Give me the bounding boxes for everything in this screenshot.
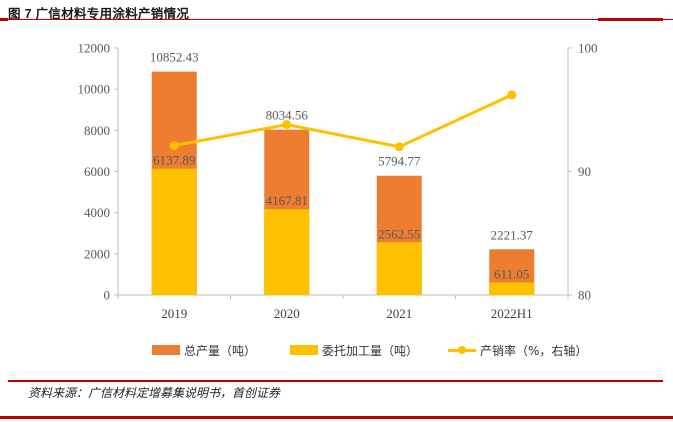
- legend-swatch-outsourced: [290, 345, 318, 355]
- legend: 总产量（吨） 委托加工量（吨） 产销率（%，右轴）: [0, 340, 673, 360]
- legend-item-outsourced: 委托加工量（吨）: [290, 340, 418, 360]
- y-left-tick-label: 6000: [84, 164, 110, 179]
- y-left-tick-label: 4000: [84, 205, 110, 220]
- point-sales-rate: [394, 142, 404, 152]
- y-right-tick-label: 80: [578, 288, 591, 303]
- data-label-total-output: 2221.37: [491, 227, 534, 242]
- figure-title: 图 7 广信材料专用涂料产销情况: [8, 7, 190, 21]
- data-label-outsourced: 6137.89: [153, 153, 195, 168]
- title-rule-right-accent: [598, 18, 663, 21]
- legend-label-sales-rate: 产销率（%，右轴）: [480, 343, 588, 358]
- x-tick-label: 2021: [386, 306, 412, 321]
- source-note: 资料来源：广信材料定增募集说明书，首创证券: [28, 386, 281, 400]
- title-rule: [0, 19, 673, 20]
- data-label-outsourced: 611.05: [494, 266, 529, 281]
- chart-area: 0 2000 4000 6000 8000 10000 12000 80 90 100 2019 20…: [78, 41, 598, 322]
- x-tick-label: 2020: [274, 306, 300, 321]
- bar-outsourced: [489, 282, 535, 295]
- data-label-outsourced: 2562.55: [378, 226, 420, 241]
- figure-header: 图 7 广信材料专用涂料产销情况: [0, 0, 673, 22]
- y-left-tick-label: 2000: [84, 246, 110, 261]
- data-label-total-output: 10852.43: [150, 50, 199, 65]
- x-tick-label: 2019: [161, 306, 187, 321]
- legend-swatch-sales-rate: [448, 345, 476, 355]
- y-left-tick-label: 10000: [78, 82, 111, 97]
- point-sales-rate: [169, 141, 179, 151]
- point-sales-rate: [507, 90, 517, 100]
- legend-swatch-total-output: [152, 345, 180, 355]
- data-label-total-output: 8034.56: [266, 108, 309, 123]
- legend-item-total-output: 总产量（吨）: [152, 340, 256, 360]
- y-left-tick-label: 8000: [84, 123, 110, 138]
- x-tick-label: 2022H1: [491, 306, 533, 321]
- source-rule: [8, 380, 663, 382]
- y-left-tick-label: 0: [104, 288, 111, 303]
- point-sales-rate: [282, 120, 292, 130]
- legend-item-sales-rate: 产销率（%，右轴）: [448, 340, 587, 360]
- legend-label-outsourced: 委托加工量（吨）: [322, 343, 419, 358]
- y-right-tick-label: 100: [578, 41, 598, 56]
- y-left-tick-label: 12000: [78, 41, 111, 56]
- y-right-tick-label: 90: [578, 164, 591, 179]
- bottom-rule: [0, 416, 673, 419]
- bar-outsourced: [264, 209, 310, 295]
- line-sales-rate: [173, 93, 513, 149]
- bar-outsourced: [376, 242, 422, 295]
- bar-outsourced: [151, 168, 197, 295]
- data-label-total-output: 5794.77: [378, 154, 421, 169]
- legend-label-total-output: 总产量（吨）: [184, 343, 257, 358]
- data-label-outsourced: 4167.81: [266, 193, 308, 208]
- title-rule-left-accent: [0, 18, 8, 21]
